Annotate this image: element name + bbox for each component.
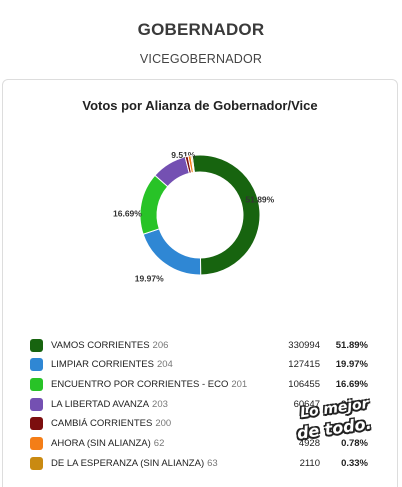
- legend-percent: 19.97%: [335, 359, 368, 371]
- chart-card: Votos por Alianza de Gobernador/Vice: [2, 79, 398, 487]
- tab-vicegobernador[interactable]: VICEGOBERNADOR: [139, 52, 263, 66]
- legend-name: CAMBIÁ CORRIENTES: [51, 418, 153, 430]
- legend-name: LA LIBERTAD AVANZA: [51, 398, 150, 410]
- legend-row[interactable]: DE LA ESPERANZA (SIN ALIANZA) 63 2110 0.33%: [30, 455, 380, 471]
- legend-row[interactable]: AHORA (SIN ALIANZA) 62 4928 0.78%: [30, 436, 380, 452]
- legend-swatch: [30, 397, 43, 411]
- legend-votes: 127415: [288, 359, 320, 371]
- donut-slice[interactable]: [191, 154, 261, 276]
- legend-row[interactable]: LIMPIAR CORRIENTES 204 127415 19.97%: [30, 357, 380, 373]
- legend-percent: 0.78%: [341, 438, 368, 449]
- legend-votes: 330994: [288, 339, 320, 351]
- slice-percent-label: 51.89%: [245, 195, 274, 205]
- legend-name: AHORA (SIN ALIANZA): [51, 438, 151, 449]
- legend-votes: 60647: [293, 398, 320, 410]
- legend-row[interactable]: LA LIBERTAD AVANZA 203 60647 9.51%: [30, 396, 380, 412]
- legend-list-number: 63: [207, 457, 218, 469]
- legend-name: VAMOS CORRIENTES: [51, 339, 150, 351]
- legend-swatch: [30, 437, 43, 450]
- legend-list-number: 200: [155, 418, 172, 430]
- legend-list-number: 203: [152, 398, 168, 410]
- legend-percent: 9.51%: [341, 398, 368, 410]
- legend-list-number: 204: [156, 359, 173, 371]
- donut-slice[interactable]: [190, 154, 195, 174]
- legend-name: LIMPIAR CORRIENTES: [51, 359, 154, 371]
- legend-swatch: [30, 377, 43, 391]
- donut-slice[interactable]: [142, 228, 202, 276]
- slice-percent-label: 9.51%: [171, 150, 196, 160]
- legend-name: ENCUENTRO POR CORRIENTES - ECO: [51, 378, 229, 390]
- donut-slice[interactable]: [139, 174, 169, 235]
- slice-percent-label: 19.97%: [135, 273, 164, 283]
- legend-swatch: [30, 358, 43, 372]
- legend-percent: 51.89%: [335, 339, 368, 351]
- legend-votes: 106455: [288, 378, 320, 390]
- legend-percent: 0.33%: [341, 457, 368, 469]
- tab-gobernador[interactable]: GOBERNADOR: [137, 20, 265, 39]
- legend-name: DE LA ESPERANZA (SIN ALIANZA): [51, 457, 205, 469]
- legend-row[interactable]: VAMOS CORRIENTES 206 330994 51.89%: [30, 337, 380, 353]
- legend-votes: 4928: [298, 438, 320, 449]
- legend-swatch: [30, 338, 43, 352]
- legend-list-number: 62: [153, 438, 165, 449]
- slice-percent-label: 16.69%: [113, 208, 142, 218]
- chart-title: Votos por Alianza de Gobernador/Vice: [82, 98, 318, 113]
- legend-votes: 2110: [299, 457, 320, 469]
- legend-list-number: 201: [231, 378, 248, 390]
- legend-swatch: [30, 417, 43, 431]
- legend-list-number: 206: [152, 339, 169, 351]
- legend-row[interactable]: ENCUENTRO POR CORRIENTES - ECO 201 106455 1…: [30, 376, 380, 392]
- legend-percent: 16.69%: [335, 378, 368, 390]
- legend-row[interactable]: CAMBIÁ CORRIENTES 200: [30, 416, 380, 432]
- legend-swatch: [30, 456, 43, 470]
